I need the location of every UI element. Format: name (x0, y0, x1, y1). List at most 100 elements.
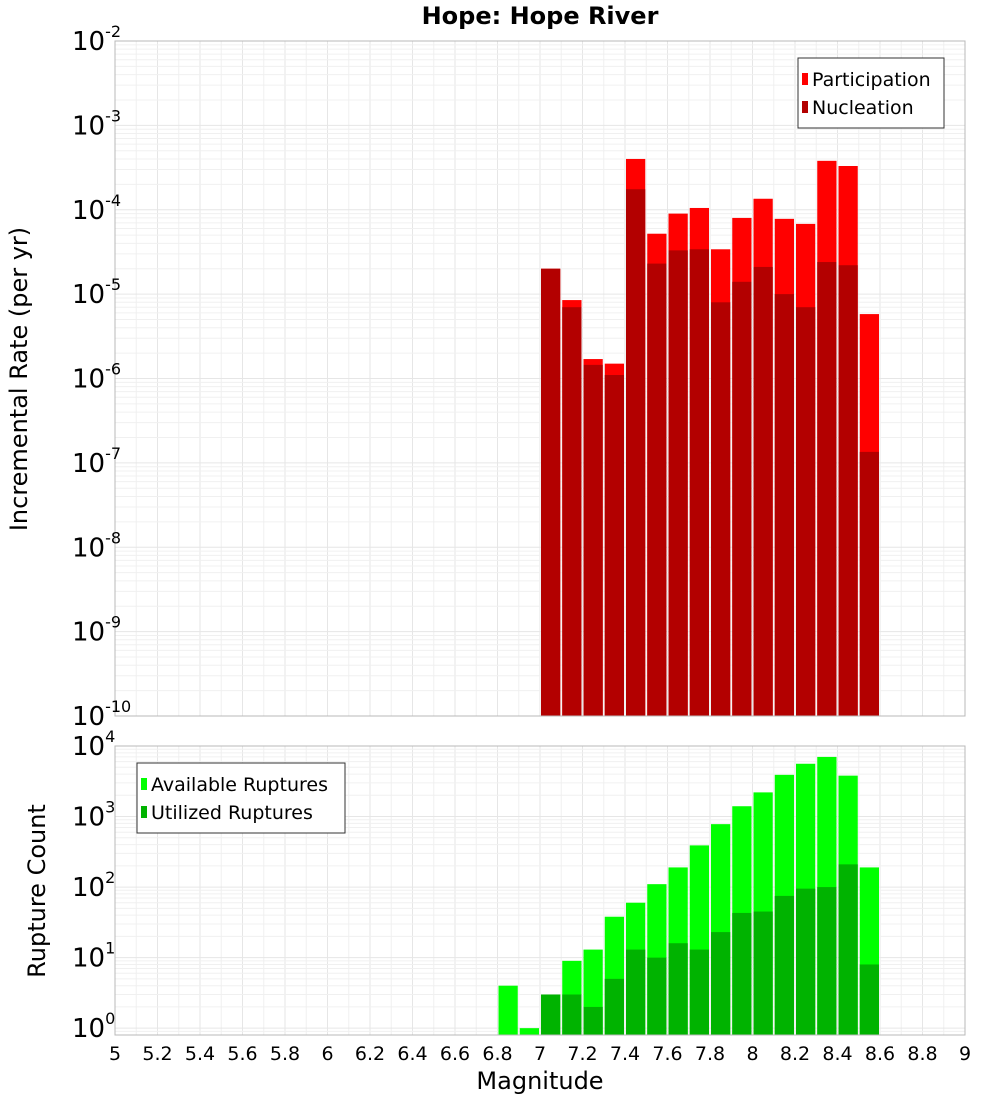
y-tick-exponent: -8 (105, 528, 121, 547)
y-tick-base: 10 (72, 803, 105, 833)
legend-label: Participation (812, 69, 931, 91)
y-tick-exponent: 0 (105, 1009, 115, 1028)
y-tick-exponent: -2 (105, 22, 121, 41)
x-tick-label: 8.6 (865, 1043, 895, 1065)
x-tick-label: 6.4 (397, 1043, 427, 1065)
y-tick-base: 10 (72, 618, 105, 648)
x-tick-label: 6.8 (482, 1043, 512, 1065)
y-tick-label: 104 (72, 727, 115, 762)
y-tick-base: 10 (72, 732, 105, 762)
y-tick-base: 10 (72, 449, 105, 479)
y-tick-exponent: -3 (105, 106, 121, 125)
y-tick-label: 10-8 (72, 528, 121, 563)
utilized-ruptures-bar (859, 964, 879, 1035)
y-tick-base: 10 (72, 111, 105, 141)
y-tick-label: 10-6 (72, 360, 121, 395)
y-tick-label: 10-10 (72, 697, 131, 732)
nucleation-bar (626, 189, 646, 717)
y-tick-label: 10-5 (72, 275, 121, 310)
legend-box (136, 762, 346, 834)
nucleation-bar (859, 451, 879, 716)
x-tick-label: 5.6 (227, 1043, 257, 1065)
utilized-ruptures-bar (753, 911, 773, 1035)
y-tick-label: 101 (72, 939, 115, 974)
x-tick-label: 8.8 (907, 1043, 937, 1065)
y-tick-base: 10 (72, 365, 105, 395)
legend: Participation Nucleation (797, 57, 945, 129)
rate-y-axis-label: Incremental Rate (per yr) (5, 227, 33, 531)
x-tick-label: 7.2 (567, 1043, 597, 1065)
x-tick-label: 5.4 (185, 1043, 215, 1065)
x-tick-label: 8 (746, 1043, 758, 1065)
utilized-ruptures-bar (838, 864, 858, 1035)
available-ruptures-bar (519, 1028, 539, 1035)
legend: Available Ruptures Utilized Ruptures (136, 762, 346, 834)
nucleation-bar (583, 364, 603, 716)
bars (498, 756, 879, 1035)
utilized-ruptures-bar (711, 932, 731, 1035)
nucleation-bar (711, 302, 731, 716)
y-tick-base: 10 (72, 27, 105, 57)
y-tick-exponent: 3 (105, 798, 115, 817)
utilized-ruptures-bar (647, 957, 667, 1035)
legend-label: Available Ruptures (151, 774, 328, 796)
available-ruptures-bar (498, 985, 518, 1035)
x-tick-label: 5.2 (142, 1043, 172, 1065)
x-tick-label: 6 (321, 1043, 333, 1065)
nucleation-bar (541, 268, 561, 716)
utilized-ruptures-bar (668, 943, 688, 1035)
utilized-ruptures-bar (796, 888, 816, 1035)
plot-frame (114, 745, 966, 1036)
y-tick-exponent: -4 (105, 191, 121, 210)
nucleation-bar (774, 294, 794, 716)
y-tick-label: 10-3 (72, 106, 121, 141)
x-tick-label: 5 (109, 1043, 121, 1065)
y-tick-exponent: -6 (105, 360, 121, 379)
utilized-ruptures-bar (562, 994, 582, 1035)
x-tick-label: 7.8 (695, 1043, 725, 1065)
x-tick-label: 6.6 (440, 1043, 470, 1065)
y-tick-base: 10 (72, 533, 105, 563)
y-tick-label: 102 (72, 868, 115, 903)
x-tick-label: 7.4 (610, 1043, 640, 1065)
nucleation-bar (732, 281, 752, 716)
legend-swatch (802, 73, 808, 85)
chart-title: Hope: Hope River (422, 2, 659, 30)
x-tick-labels: 5 5.2 5.4 5.6 5.8 6 6.2 6.4 6.6 6.8 7 7.2 7.4 7.6 7.8 8… (109, 1043, 971, 1065)
nucleation-bar (689, 249, 709, 716)
y-tick-exponent: -10 (105, 697, 131, 716)
y-tick-label: 10-4 (72, 191, 121, 226)
y-tick-label: 10-7 (72, 444, 121, 479)
x-tick-label: 9 (959, 1043, 971, 1065)
legend-swatch (141, 806, 147, 818)
nucleation-bar (604, 375, 624, 716)
legend-box (797, 57, 945, 129)
utilized-ruptures-bar (774, 895, 794, 1035)
y-tick-exponent: -7 (105, 444, 121, 463)
y-tick-base: 10 (72, 944, 105, 974)
nucleation-bar (796, 307, 816, 716)
y-tick-label: 10-9 (72, 613, 121, 648)
utilized-ruptures-bar (541, 994, 561, 1035)
y-tick-exponent: -9 (105, 613, 121, 632)
y-tick-base: 10 (72, 1014, 105, 1044)
gridlines (114, 40, 966, 717)
magnitude-x-axis-label: Magnitude (476, 1067, 603, 1095)
nucleation-bar (838, 265, 858, 716)
legend-swatch (802, 101, 808, 113)
utilized-ruptures-bar (732, 912, 752, 1035)
y-tick-base: 10 (72, 873, 105, 903)
y-tick-exponent: 4 (105, 727, 115, 746)
rate-panel: 10-1010-910-810-710-610-510-410-310-2Par… (72, 22, 966, 732)
y-tick-base: 10 (72, 280, 105, 310)
x-tick-label: 8.4 (822, 1043, 852, 1065)
utilized-ruptures-bar (817, 887, 837, 1035)
nucleation-bar (647, 263, 667, 716)
nucleation-bar (817, 262, 837, 716)
utilized-ruptures-bar (626, 949, 646, 1035)
utilized-ruptures-bar (689, 949, 709, 1035)
